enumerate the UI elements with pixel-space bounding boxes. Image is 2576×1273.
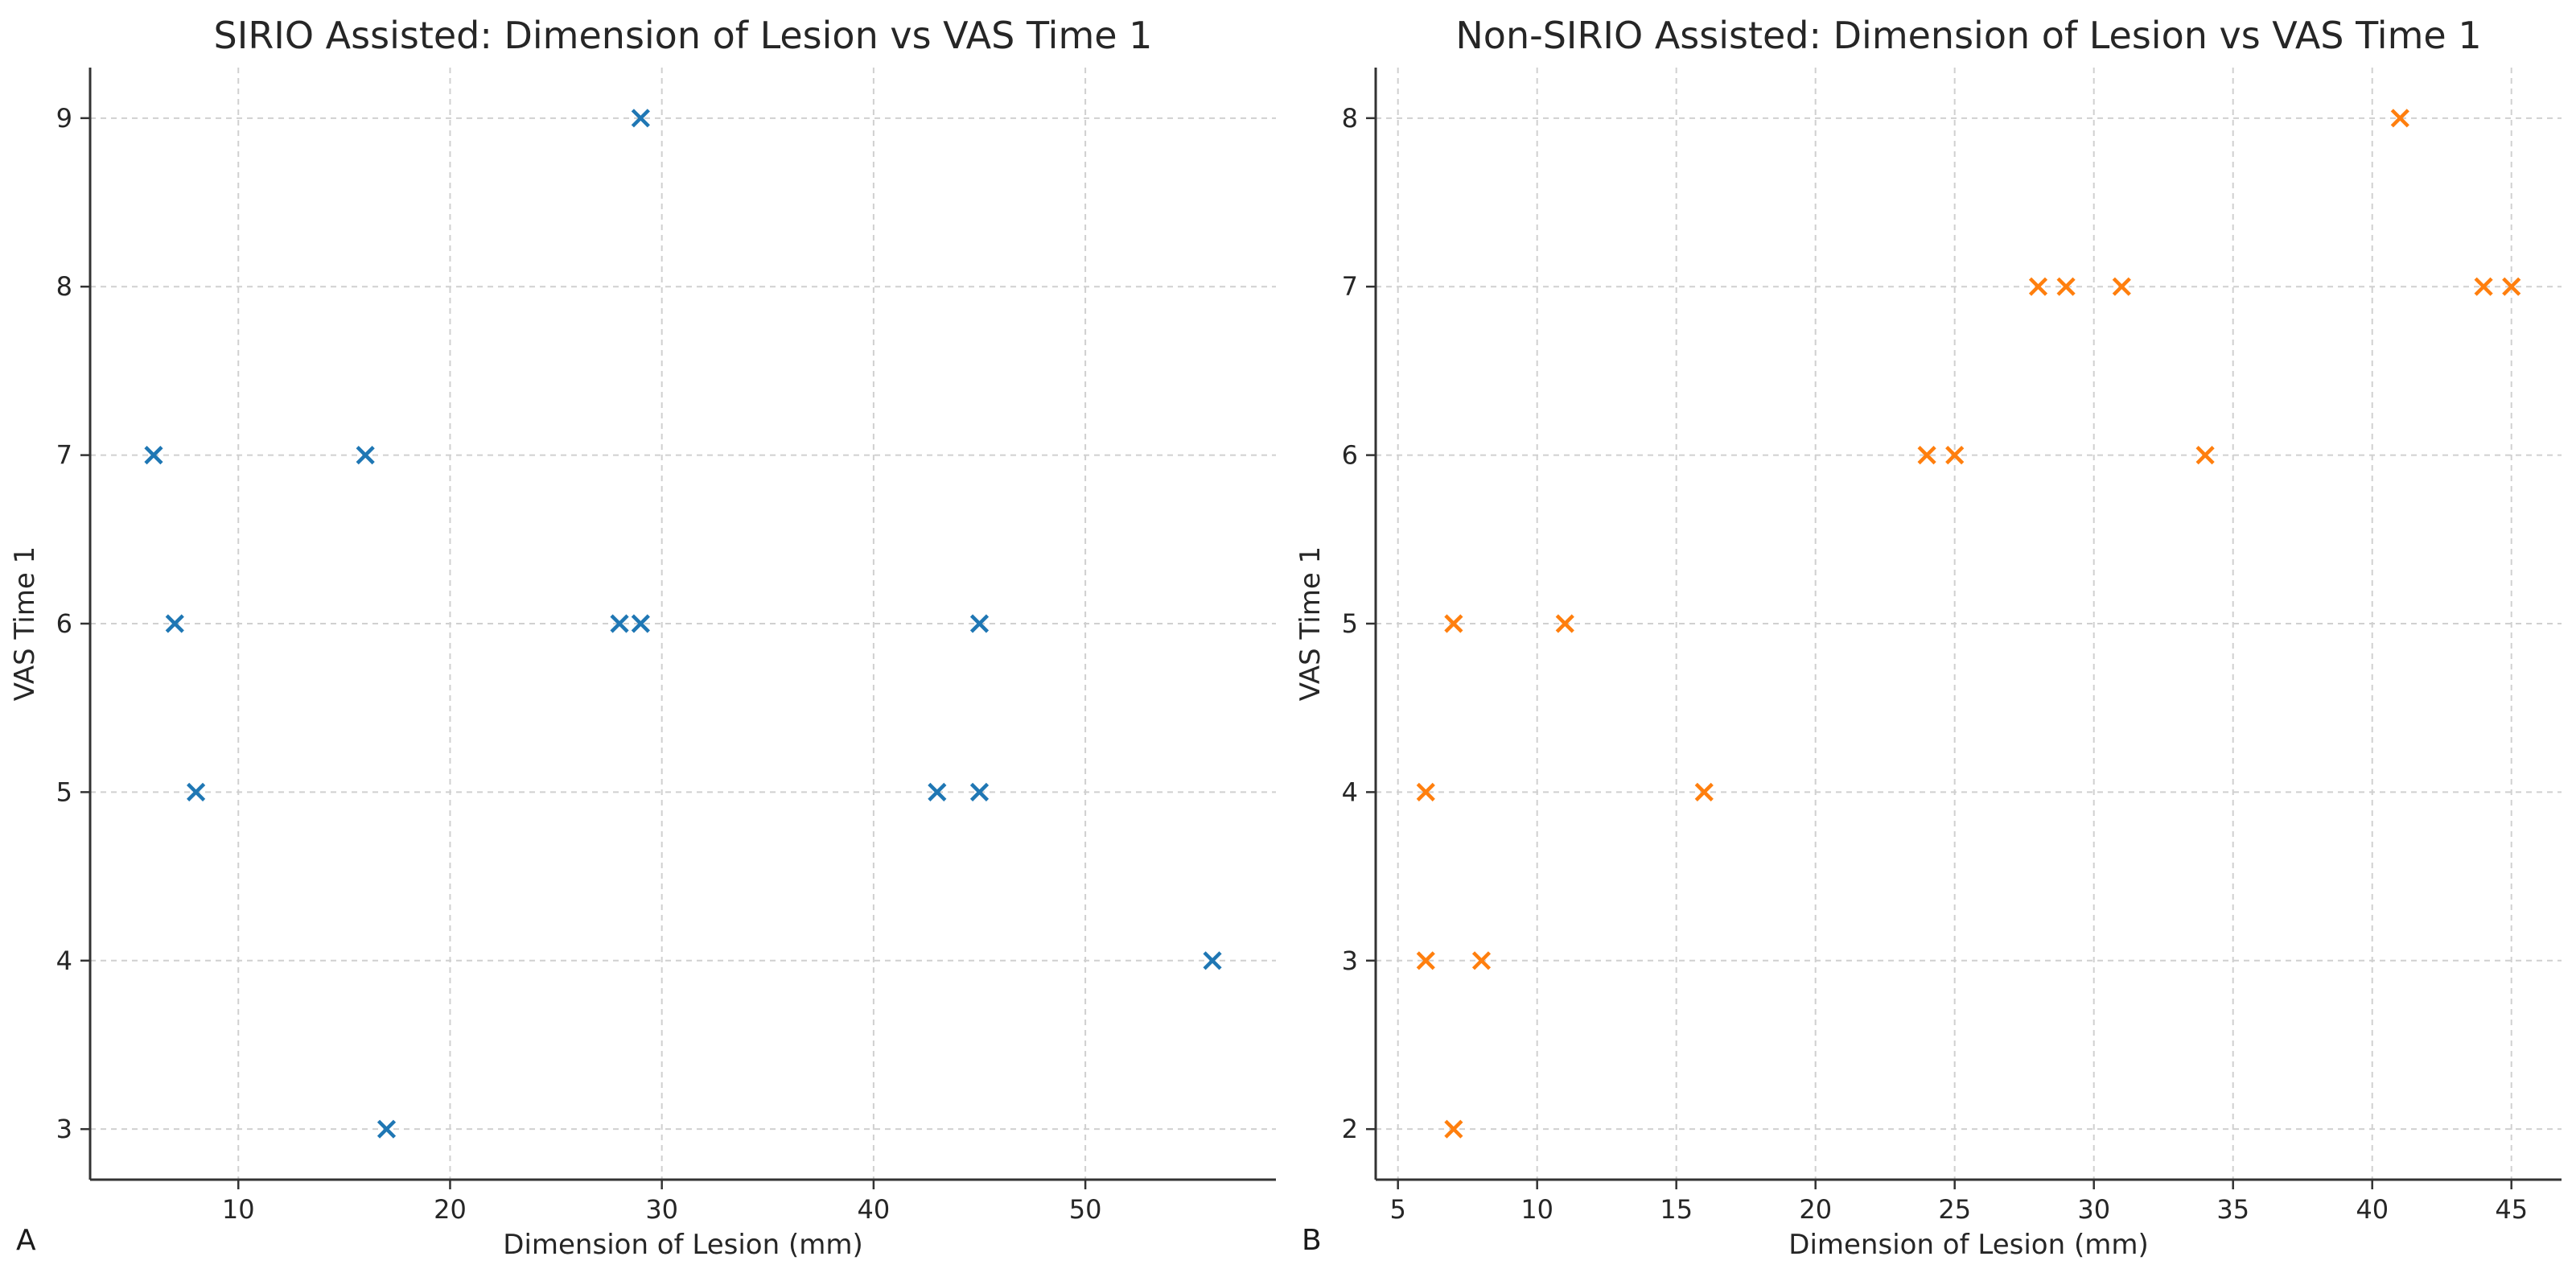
data-point (1555, 614, 1574, 633)
x-tick-label: 5 (1390, 1194, 1406, 1225)
x-tick-label: 20 (434, 1194, 467, 1225)
data-point (1917, 446, 1936, 465)
data-point (187, 782, 206, 801)
x-tick-label: 40 (858, 1194, 891, 1225)
y-tick-label: 8 (56, 271, 72, 302)
x-tick-label: 10 (1520, 1194, 1553, 1225)
data-point (1416, 782, 1435, 801)
data-point (610, 614, 629, 633)
x-tick-label: 40 (2356, 1194, 2389, 1225)
data-point (1416, 951, 1435, 970)
x-tick-label: 20 (1799, 1194, 1832, 1225)
y-axis-label: VAS Time 1 (1294, 546, 1327, 701)
data-point (631, 109, 650, 128)
y-tick-label: 6 (56, 608, 72, 639)
panel-letter: B (1302, 1224, 1322, 1257)
x-tick-label: 25 (1938, 1194, 1971, 1225)
data-point (1444, 1119, 1463, 1139)
data-point (2502, 277, 2521, 296)
x-axis-label: Dimension of Lesion (mm) (503, 1229, 862, 1261)
y-tick-label: 5 (56, 777, 72, 807)
data-point (2028, 277, 2048, 296)
x-tick-label: 30 (645, 1194, 678, 1225)
x-tick-label: 10 (222, 1194, 255, 1225)
data-point (144, 446, 163, 465)
x-tick-label: 35 (2216, 1194, 2249, 1225)
y-tick-label: 3 (56, 1114, 72, 1144)
y-tick-label: 4 (1342, 777, 1358, 807)
y-tick-label: 4 (56, 945, 72, 976)
data-point (631, 614, 650, 633)
data-point (2056, 277, 2076, 296)
x-tick-label: 50 (1069, 1194, 1102, 1225)
y-tick-label: 5 (1342, 608, 1358, 639)
data-point (1203, 951, 1222, 970)
data-point (1471, 951, 1492, 970)
data-point (165, 614, 184, 633)
data-point (1694, 782, 1714, 801)
x-tick-label: 15 (1660, 1194, 1693, 1225)
panel-letter: A (16, 1224, 36, 1257)
data-point (1444, 614, 1463, 633)
data-point (1945, 446, 1965, 465)
y-tick-label: 6 (1342, 440, 1358, 471)
chart-title: Non-SIRIO Assisted: Dimension of Lesion … (1455, 14, 2481, 57)
data-point (356, 446, 375, 465)
x-axis-label: Dimension of Lesion (mm) (1788, 1229, 2148, 1261)
y-tick-label: 2 (1342, 1114, 1358, 1144)
data-point (928, 782, 947, 801)
y-tick-label: 7 (56, 440, 72, 471)
data-point (2474, 277, 2493, 296)
x-tick-label: 30 (2077, 1194, 2110, 1225)
data-point (2195, 446, 2215, 465)
y-tick-label: 3 (1342, 945, 1358, 976)
y-tick-label: 7 (1342, 271, 1358, 302)
y-axis-label: VAS Time 1 (9, 546, 41, 701)
data-point (969, 782, 990, 801)
data-point (2390, 109, 2409, 128)
data-point (377, 1119, 397, 1139)
y-tick-label: 9 (56, 103, 72, 134)
panel-a: 10 20 30 40 50 3 4 5 6 7 8 9 SIRIO Assisted: Dimensi… (9, 14, 1276, 1261)
data-point (2112, 277, 2131, 296)
chart-title: SIRIO Assisted: Dimension of Lesion vs V… (214, 14, 1153, 57)
y-tick-label: 8 (1342, 103, 1358, 134)
data-point (969, 614, 990, 633)
x-tick-label: 45 (2495, 1194, 2528, 1225)
